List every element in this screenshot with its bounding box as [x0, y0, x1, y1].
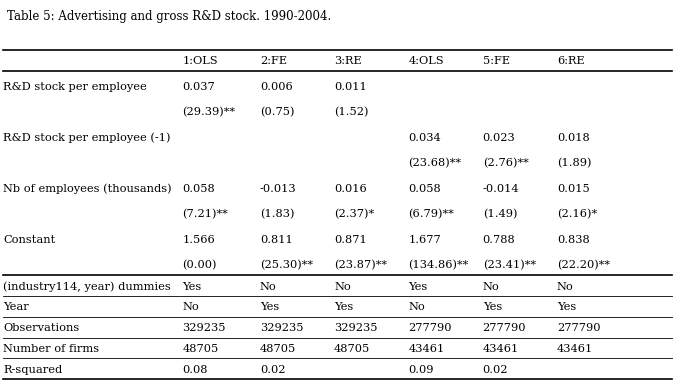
Text: 48705: 48705: [334, 344, 371, 354]
Text: (23.68)**: (23.68)**: [408, 158, 462, 168]
Text: No: No: [260, 282, 277, 292]
Text: 0.015: 0.015: [557, 184, 590, 194]
Text: 5:FE: 5:FE: [483, 56, 510, 66]
Text: 329235: 329235: [260, 323, 303, 333]
Text: (2.16)*: (2.16)*: [557, 209, 597, 219]
Text: 6:RE: 6:RE: [557, 56, 585, 66]
Text: 4:OLS: 4:OLS: [408, 56, 444, 66]
Text: R&D stock per employee (-1): R&D stock per employee (-1): [3, 132, 171, 143]
Text: (0.75): (0.75): [260, 107, 294, 117]
Text: (1.89): (1.89): [557, 158, 591, 168]
Text: (1.83): (1.83): [260, 209, 294, 219]
Text: 0.058: 0.058: [182, 184, 215, 194]
Text: No: No: [483, 282, 500, 292]
Text: 0.006: 0.006: [260, 82, 293, 92]
Text: (2.37)*: (2.37)*: [334, 209, 374, 219]
Text: 0.058: 0.058: [408, 184, 441, 194]
Text: R&D stock per employee: R&D stock per employee: [3, 82, 147, 92]
Text: 0.08: 0.08: [182, 365, 208, 375]
Text: (0.00): (0.00): [182, 260, 217, 270]
Text: No: No: [557, 282, 574, 292]
Text: (industry114, year) dummies: (industry114, year) dummies: [3, 281, 171, 292]
Text: (22.20)**: (22.20)**: [557, 260, 610, 270]
Text: 43461: 43461: [483, 344, 519, 354]
Text: Yes: Yes: [260, 302, 279, 312]
Text: Year: Year: [3, 302, 29, 312]
Text: 329235: 329235: [182, 323, 225, 333]
Text: -0.013: -0.013: [260, 184, 296, 194]
Text: -0.014: -0.014: [483, 184, 519, 194]
Text: 43461: 43461: [557, 344, 593, 354]
Text: 0.023: 0.023: [483, 133, 516, 143]
Text: 0.838: 0.838: [557, 235, 590, 245]
Text: No: No: [408, 302, 425, 312]
Text: Table 5: Advertising and gross R&D stock. 1990-2004.: Table 5: Advertising and gross R&D stock…: [7, 10, 331, 23]
Text: 0.02: 0.02: [260, 365, 286, 375]
Text: (6.79)**: (6.79)**: [408, 209, 454, 219]
Text: 0.788: 0.788: [483, 235, 516, 245]
Text: Observations: Observations: [3, 323, 80, 333]
Text: 0.02: 0.02: [483, 365, 508, 375]
Text: Nb of employees (thousands): Nb of employees (thousands): [3, 183, 172, 194]
Text: R-squared: R-squared: [3, 365, 63, 375]
Text: 3:RE: 3:RE: [334, 56, 362, 66]
Text: 48705: 48705: [182, 344, 219, 354]
Text: Yes: Yes: [408, 282, 428, 292]
Text: (23.41)**: (23.41)**: [483, 260, 536, 270]
Text: 43461: 43461: [408, 344, 445, 354]
Text: (29.39)**: (29.39)**: [182, 107, 236, 117]
Text: 0.018: 0.018: [557, 133, 590, 143]
Text: 1.566: 1.566: [182, 235, 215, 245]
Text: Yes: Yes: [334, 302, 354, 312]
Text: Number of firms: Number of firms: [3, 344, 99, 354]
Text: No: No: [334, 282, 351, 292]
Text: Yes: Yes: [483, 302, 502, 312]
Text: 0.037: 0.037: [182, 82, 215, 92]
Text: 48705: 48705: [260, 344, 296, 354]
Text: Constant: Constant: [3, 235, 55, 245]
Text: 277790: 277790: [557, 323, 600, 333]
Text: (25.30)**: (25.30)**: [260, 260, 313, 270]
Text: No: No: [182, 302, 199, 312]
Text: 2:FE: 2:FE: [260, 56, 287, 66]
Text: (7.21)**: (7.21)**: [182, 209, 228, 219]
Text: (134.86)**: (134.86)**: [408, 260, 468, 270]
Text: 0.016: 0.016: [334, 184, 367, 194]
Text: 329235: 329235: [334, 323, 377, 333]
Text: (1.49): (1.49): [483, 209, 517, 219]
Text: Yes: Yes: [182, 282, 202, 292]
Text: (2.76)**: (2.76)**: [483, 158, 529, 168]
Text: 0.034: 0.034: [408, 133, 441, 143]
Text: (23.87)**: (23.87)**: [334, 260, 387, 270]
Text: 0.011: 0.011: [334, 82, 367, 92]
Text: 277790: 277790: [483, 323, 526, 333]
Text: 277790: 277790: [408, 323, 452, 333]
Text: 0.871: 0.871: [334, 235, 367, 245]
Text: Yes: Yes: [557, 302, 576, 312]
Text: 1.677: 1.677: [408, 235, 441, 245]
Text: 1:OLS: 1:OLS: [182, 56, 218, 66]
Text: 0.811: 0.811: [260, 235, 293, 245]
Text: 0.09: 0.09: [408, 365, 434, 375]
Text: (1.52): (1.52): [334, 107, 369, 117]
